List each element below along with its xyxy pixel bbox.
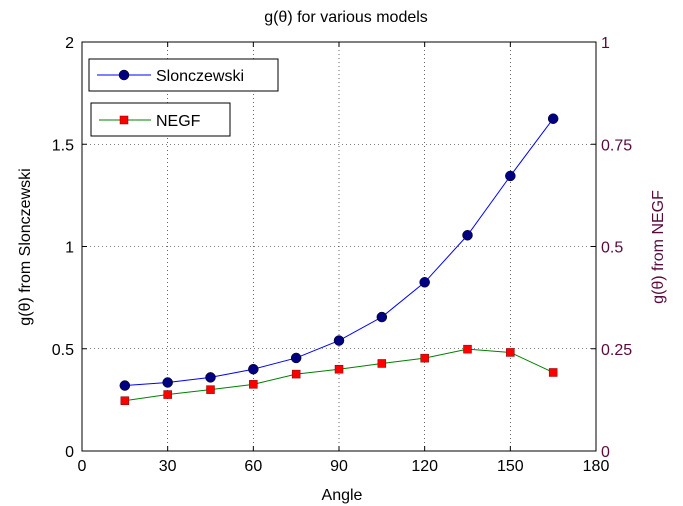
data-point-negf xyxy=(334,364,344,374)
data-point-slonczewski xyxy=(547,113,559,124)
data-point-negf xyxy=(506,348,515,357)
data-point-negf xyxy=(377,359,387,368)
x-tick-label: 120 xyxy=(411,458,438,475)
y-left-tick-label: 0.5 xyxy=(52,342,74,359)
y-left-tick-label: 1.5 xyxy=(52,137,74,154)
y-left-tick-label: 0 xyxy=(65,444,74,461)
y-left-tick-label: 2 xyxy=(65,35,74,52)
data-point-negf xyxy=(291,369,301,379)
y-right-tick-label: 0.5 xyxy=(601,240,623,257)
series-layer xyxy=(119,113,559,405)
data-point-negf xyxy=(163,390,172,399)
data-point-slonczewski xyxy=(419,277,430,288)
x-axis-label: Angle xyxy=(322,487,363,504)
legend-label-slonczewski: Slonczewski xyxy=(156,68,244,85)
data-point-slonczewski xyxy=(505,170,516,182)
y-right-tick-label: 1 xyxy=(601,35,610,52)
data-point-slonczewski xyxy=(333,335,345,346)
y-right-tick-label: 0.25 xyxy=(601,342,632,359)
data-point-slonczewski xyxy=(162,377,173,388)
x-tick-label: 60 xyxy=(244,458,262,475)
y-left-tick-label: 1 xyxy=(65,240,74,257)
legend-negf: NEGF xyxy=(90,102,231,137)
y-right-tick-label: 0.75 xyxy=(601,137,632,154)
legend-label-negf: NEGF xyxy=(156,113,201,130)
data-point-slonczewski xyxy=(376,311,388,323)
data-point-negf xyxy=(206,385,215,394)
data-point-slonczewski xyxy=(119,380,131,391)
data-point-slonczewski xyxy=(205,372,216,383)
right-y-axis-ticks: 0 0.25 0.5 0.75 1 xyxy=(591,35,632,461)
legend-marker-slonczewski xyxy=(118,69,130,81)
x-tick-label: 150 xyxy=(497,458,524,475)
chart-title: g(θ) for various models xyxy=(264,9,428,26)
x-tick-label: 90 xyxy=(330,458,348,475)
data-point-slonczewski xyxy=(248,363,259,375)
legend-slonczewski: Slonczewski xyxy=(88,58,279,92)
data-point-negf xyxy=(548,368,558,377)
x-tick-label: 0 xyxy=(78,458,87,475)
right-y-axis-label: g(θ) from NEGF xyxy=(650,190,667,304)
data-point-negf xyxy=(249,380,258,389)
x-tick-label: 30 xyxy=(159,458,177,475)
legend-marker-negf xyxy=(119,115,129,125)
data-point-slonczewski xyxy=(462,230,473,241)
y-right-tick-label: 0 xyxy=(601,444,610,461)
data-point-slonczewski xyxy=(290,352,302,364)
data-point-negf xyxy=(420,353,429,363)
left-y-axis-ticks: 0 0.5 1 1.5 2 xyxy=(52,35,87,461)
data-point-negf xyxy=(120,396,130,405)
x-tick-label: 180 xyxy=(583,458,610,475)
data-point-negf xyxy=(463,344,472,354)
x-axis-ticks: 0 30 60 90 120 150 180 xyxy=(78,42,610,475)
left-y-axis-label: g(θ) from Slonczewski xyxy=(17,168,34,325)
